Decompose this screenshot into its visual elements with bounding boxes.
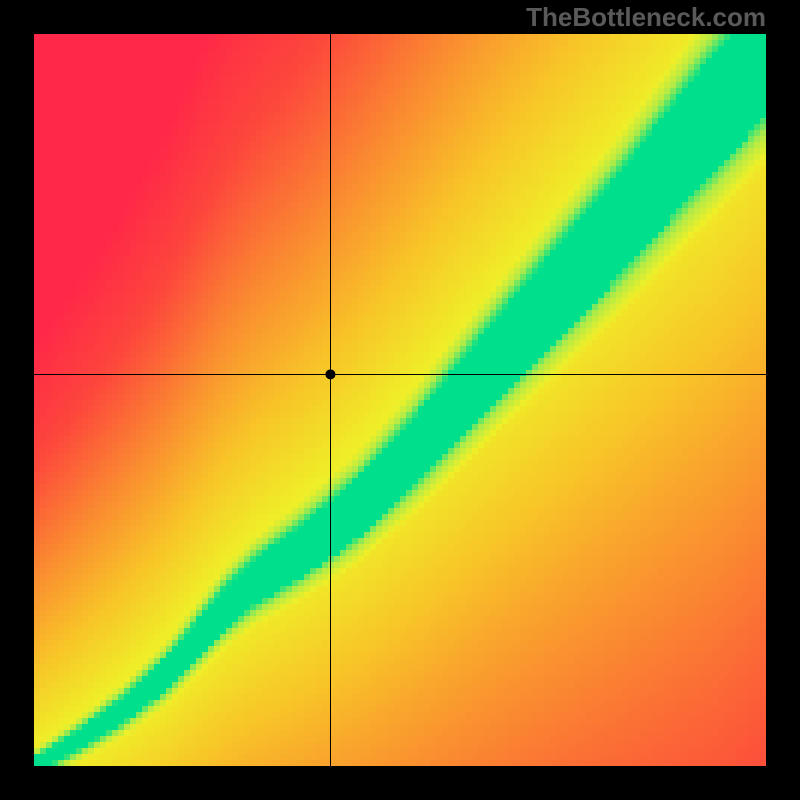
chart-container: TheBottleneck.com: [0, 0, 800, 800]
attribution-label: TheBottleneck.com: [526, 2, 766, 33]
heatmap-canvas: [0, 0, 800, 800]
